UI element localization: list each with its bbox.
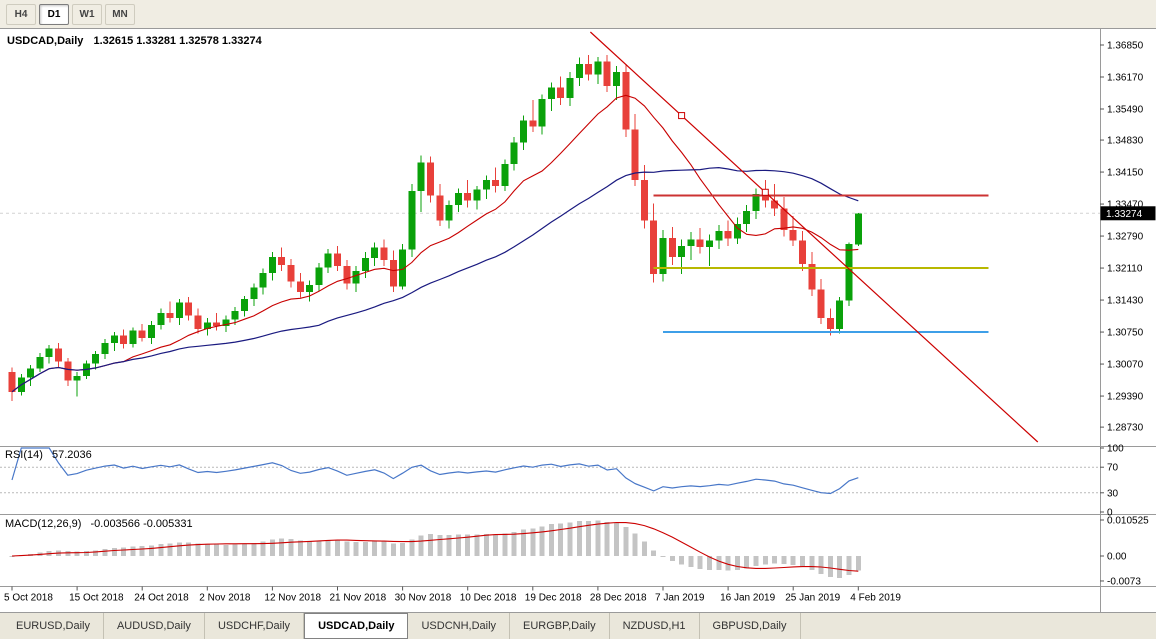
svg-text:1.30070: 1.30070 [1107,360,1144,371]
candlestick-series [8,54,862,402]
svg-text:24 Oct 2018: 24 Oct 2018 [134,593,189,604]
macd-signal-line [11,521,859,572]
svg-text:7 Jan 2019: 7 Jan 2019 [655,593,705,604]
svg-text:100: 100 [1107,444,1124,455]
rsi-value: 57.2036 [51,449,92,461]
rsi-level-lines [0,466,1100,494]
ma-fast-line [11,94,859,393]
svg-text:-0.0073: -0.0073 [1107,576,1141,587]
svg-text:0: 0 [1107,508,1113,519]
rsi-name: RSI(14) [5,449,43,461]
tab-audusd-daily[interactable]: AUDUSD,Daily [104,613,205,639]
svg-text:1.34830: 1.34830 [1107,136,1144,147]
rsi-indicator-label: RSI(14) 57.2036 [5,449,92,461]
trendline[interactable] [589,31,1039,443]
svg-text:1.30750: 1.30750 [1107,328,1144,339]
rsi-line [11,447,859,495]
macd-indicator-label: MACD(12,26,9) -0.003566 -0.005331 [5,518,193,530]
tab-usdchf-daily[interactable]: USDCHF,Daily [205,613,305,639]
svg-text:1.36850: 1.36850 [1107,41,1144,52]
svg-text:1.28730: 1.28730 [1107,423,1144,434]
svg-text:16 Jan 2019: 16 Jan 2019 [720,593,775,604]
date-axis[interactable]: 5 Oct 2018 15 Oct 2018 24 Oct 2018 2 Nov 20… [4,586,901,604]
chart-ohlc-values: 1.32615 1.33281 1.32578 1.33274 [93,35,262,47]
svg-text:0.010525: 0.010525 [1107,516,1149,527]
svg-text:1.29390: 1.29390 [1107,392,1144,403]
tab-usdcad-daily[interactable]: USDCAD,Daily [304,613,409,639]
ma-slow-line [11,166,859,393]
macd-histogram [9,520,861,578]
svg-text:1.33274: 1.33274 [1106,209,1143,220]
svg-text:1.35490: 1.35490 [1107,104,1144,115]
chart-window: 1.36850 1.36170 1.35490 1.34830 1.34150 1.334… [0,29,1156,612]
svg-text:2 Nov 2018: 2 Nov 2018 [199,593,251,604]
chart-title: USDCAD,Daily 1.32615 1.33281 1.32578 1.3… [7,35,262,47]
macd-values: -0.003566 -0.005331 [90,518,193,530]
svg-text:1.33470: 1.33470 [1107,200,1144,211]
svg-text:0.00: 0.00 [1107,552,1127,563]
chart-symbol-period: USDCAD,Daily [7,35,84,47]
tab-gbpusd-daily[interactable]: GBPUSD,Daily [700,613,801,639]
svg-text:19 Dec 2018: 19 Dec 2018 [525,593,582,604]
svg-text:15 Oct 2018: 15 Oct 2018 [69,593,124,604]
timeframe-button-mn[interactable]: MN [105,3,135,25]
svg-text:5 Oct 2018: 5 Oct 2018 [4,593,53,604]
timeframe-toolbar: H4 D1 W1 MN [0,0,1156,29]
chart-tab-bar: EURUSD,Daily AUDUSD,Daily USDCHF,Daily U… [0,612,1156,639]
svg-text:30 Nov 2018: 30 Nov 2018 [395,593,452,604]
svg-text:28 Dec 2018: 28 Dec 2018 [590,593,647,604]
panel-separators [0,29,1156,612]
svg-text:70: 70 [1107,463,1119,474]
tab-eurusd-daily[interactable]: EURUSD,Daily [3,613,104,639]
svg-text:1.32110: 1.32110 [1107,264,1143,275]
tab-usdcnh-daily[interactable]: USDCNH,Daily [408,613,511,639]
timeframe-button-w1[interactable]: W1 [72,3,102,25]
timeframe-button-h4[interactable]: H4 [6,3,36,25]
tab-eurgbp-daily[interactable]: EURGBP,Daily [510,613,610,639]
timeframe-button-d1[interactable]: D1 [39,3,69,25]
tab-nzdusd-h1[interactable]: NZDUSD,H1 [610,613,700,639]
svg-text:1.34150: 1.34150 [1107,168,1144,179]
current-price-badge: 1.33274 [1100,206,1156,221]
chart-canvas[interactable]: 1.36850 1.36170 1.35490 1.34830 1.34150 1.334… [0,29,1156,612]
svg-text:12 Nov 2018: 12 Nov 2018 [264,593,321,604]
svg-text:25 Jan 2019: 25 Jan 2019 [785,593,840,604]
svg-text:1.31430: 1.31430 [1107,296,1144,307]
macd-name: MACD(12,26,9) [5,518,82,530]
svg-text:1.36170: 1.36170 [1107,72,1144,83]
svg-text:10 Dec 2018: 10 Dec 2018 [460,593,517,604]
svg-text:4 Feb 2019: 4 Feb 2019 [850,593,901,604]
svg-text:30: 30 [1107,488,1119,499]
price-axis[interactable]: 1.36850 1.36170 1.35490 1.34830 1.34150 1.334… [1100,41,1149,588]
svg-text:1.32790: 1.32790 [1107,232,1144,243]
svg-text:21 Nov 2018: 21 Nov 2018 [330,593,387,604]
